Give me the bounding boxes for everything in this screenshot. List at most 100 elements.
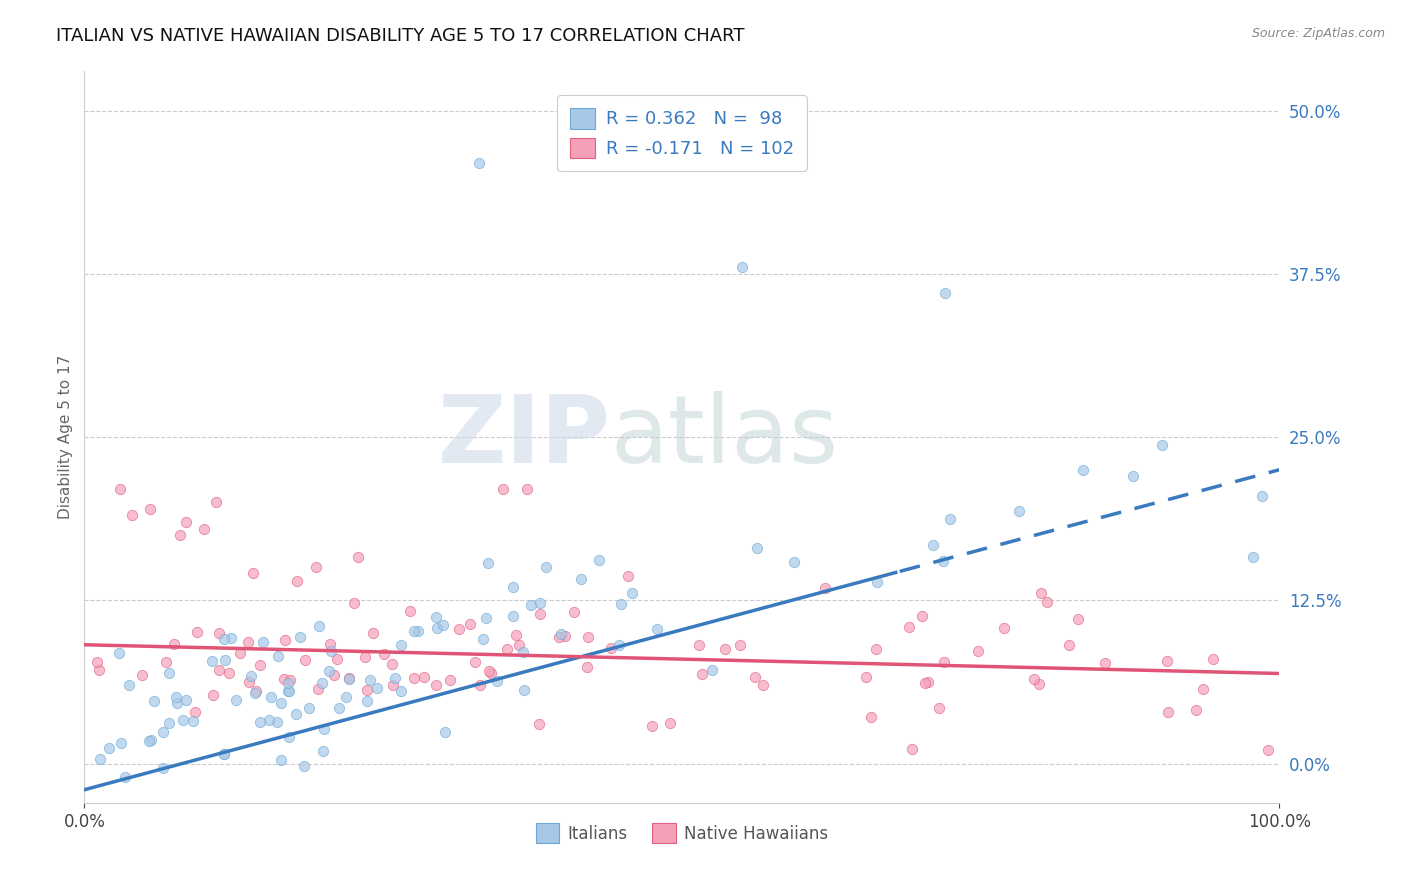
Point [534, 559, 557, 574]
Point [86, 655, 108, 669]
Point [356, 694, 378, 708]
Point [238, 675, 260, 690]
Point [399, 604, 422, 618]
Point [529, 607, 551, 621]
Point [495, 642, 517, 657]
Point [242, 566, 264, 581]
Point [527, 716, 550, 731]
Point [917, 674, 939, 689]
Point [486, 674, 509, 689]
Point [163, 636, 186, 650]
Point [389, 683, 412, 698]
Point [458, 617, 481, 632]
Point [1067, 611, 1090, 625]
Point [359, 673, 381, 687]
Point [218, 665, 240, 680]
Point [314, 722, 336, 736]
Point [690, 667, 713, 681]
Point [548, 630, 571, 644]
Point [138, 734, 160, 748]
Point [107, 646, 129, 660]
Point [288, 630, 311, 644]
Point [373, 647, 395, 661]
Point [616, 569, 638, 583]
Point [328, 700, 350, 714]
Point [252, 634, 274, 648]
Point [361, 625, 384, 640]
Point [512, 644, 534, 658]
Point [1184, 703, 1206, 717]
Point [1028, 677, 1050, 691]
Point [322, 668, 344, 682]
Point [89, 751, 111, 765]
Point [475, 611, 498, 625]
Point [172, 713, 194, 727]
Point [297, 700, 319, 714]
Point [408, 624, 430, 639]
Point [169, 528, 191, 542]
Point [744, 670, 766, 684]
Point [914, 676, 936, 690]
Point [492, 483, 515, 497]
Point [356, 682, 378, 697]
Point [562, 606, 585, 620]
Point [239, 669, 262, 683]
Point [152, 761, 174, 775]
Point [645, 622, 668, 636]
Point [529, 596, 551, 610]
Point [859, 710, 882, 724]
Point [412, 670, 434, 684]
Point [1251, 489, 1274, 503]
Point [266, 715, 288, 730]
Point [157, 665, 180, 680]
Point [277, 731, 299, 745]
Point [110, 483, 132, 497]
Point [114, 770, 136, 784]
Point [219, 631, 242, 645]
Point [1157, 705, 1180, 719]
Point [432, 618, 454, 632]
Point [752, 678, 775, 692]
Point [464, 655, 486, 669]
Point [343, 596, 366, 610]
Point [174, 515, 197, 529]
Point [814, 582, 837, 596]
Point [1257, 743, 1279, 757]
Point [249, 714, 271, 729]
Point [121, 508, 143, 523]
Point [236, 635, 259, 649]
Point [354, 650, 377, 665]
Point [319, 644, 342, 658]
Point [212, 632, 235, 646]
Point [186, 625, 208, 640]
Point [337, 672, 360, 686]
Point [554, 629, 576, 643]
Point [308, 619, 330, 633]
Point [588, 553, 610, 567]
Point [202, 688, 225, 702]
Point [1031, 586, 1053, 600]
Text: Source: ZipAtlas.com: Source: ZipAtlas.com [1251, 27, 1385, 40]
Point [319, 637, 342, 651]
Point [384, 671, 406, 685]
Point [277, 684, 299, 698]
Point [347, 549, 370, 564]
Point [502, 608, 524, 623]
Point [576, 660, 599, 674]
Point [921, 538, 943, 552]
Point [516, 483, 538, 497]
Point [866, 574, 889, 589]
Point [267, 649, 290, 664]
Point [1022, 672, 1045, 686]
Point [468, 155, 491, 169]
Legend: Italians, Native Hawaiians: Italians, Native Hawaiians [529, 817, 835, 849]
Point [513, 682, 536, 697]
Point [1071, 462, 1094, 476]
Point [380, 657, 402, 671]
Point [911, 609, 934, 624]
Point [900, 742, 922, 756]
Y-axis label: Disability Age 5 to 17: Disability Age 5 to 17 [58, 355, 73, 519]
Point [157, 715, 180, 730]
Point [326, 652, 349, 666]
Point [576, 631, 599, 645]
